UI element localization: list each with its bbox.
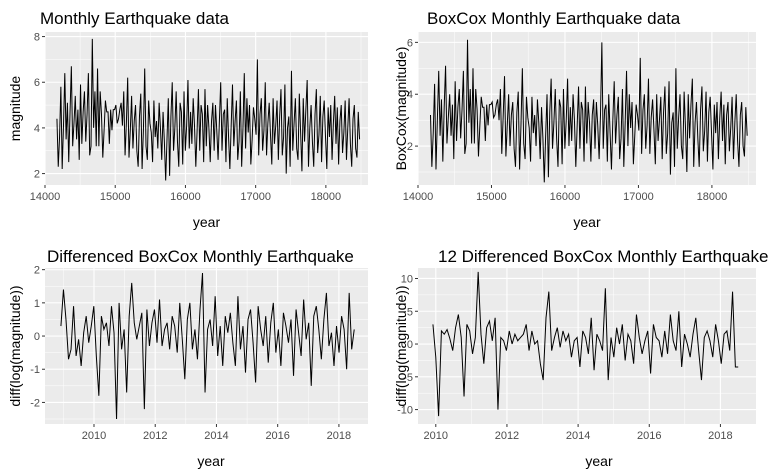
panel-title: Differenced BoxCox Monthly Earthquake bbox=[47, 247, 354, 266]
tick-labels: 2010 2012 2014 2016 2018 -2 -1 0 1 2 bbox=[30, 265, 351, 442]
y-tick-label: 2 bbox=[407, 141, 413, 153]
y-tick-label: 8 bbox=[34, 32, 40, 44]
x-tick-label: 2012 bbox=[143, 430, 167, 442]
series-line bbox=[56, 38, 361, 181]
y-tick-label: 4 bbox=[407, 89, 413, 101]
x-tick-label: 2018 bbox=[708, 430, 732, 442]
series-line bbox=[429, 39, 748, 183]
x-tick-label: 16000 bbox=[550, 191, 581, 203]
tick-labels: 2010 2012 2014 2016 2018 -10 -5 0 5 10 bbox=[397, 273, 733, 442]
x-tick-label: 2010 bbox=[82, 430, 106, 442]
panel-title: Monthly Earthquake data bbox=[40, 9, 230, 28]
series-line bbox=[60, 272, 355, 420]
x-axis-label: year bbox=[193, 214, 221, 230]
x-tick-label: 2018 bbox=[327, 430, 351, 442]
panel-title: BoxCox Monthly Earthquake data bbox=[427, 9, 681, 28]
x-tick-label: 14000 bbox=[30, 191, 61, 203]
x-tick-label: 14000 bbox=[403, 191, 434, 203]
y-tick-label: 6 bbox=[34, 77, 40, 89]
panel-title: 12 Differenced BoxCox Monthly Earthquake bbox=[438, 247, 768, 266]
y-tick-label: -5 bbox=[403, 372, 413, 384]
y-tick-label: 5 bbox=[407, 306, 413, 318]
panel-monthly-earthquake: Monthly Earthquake data 14000 15000 16000 1… bbox=[7, 9, 368, 230]
x-tick-label: 17000 bbox=[240, 191, 271, 203]
y-axis-label: diff(log(magnitude)) bbox=[393, 285, 409, 406]
y-axis-label: BoxCox(magnitude) bbox=[393, 47, 409, 171]
y-tick-label: 0 bbox=[34, 331, 40, 343]
x-tick-label: 18000 bbox=[697, 191, 728, 203]
tick-labels: 14000 15000 16000 17000 18000 2 4 6 bbox=[403, 37, 728, 203]
x-tick-label: 2010 bbox=[424, 430, 448, 442]
x-tick-label: 2016 bbox=[265, 430, 289, 442]
x-tick-label: 18000 bbox=[311, 191, 342, 203]
y-tick-label: 2 bbox=[34, 169, 40, 181]
y-tick-label: -1 bbox=[30, 364, 40, 376]
panel-12-differenced-boxcox: 12 Differenced BoxCox Monthly Earthquake… bbox=[393, 247, 768, 469]
y-tick-label: 4 bbox=[34, 123, 40, 135]
y-tick-label: 2 bbox=[34, 265, 40, 277]
x-tick-label: 16000 bbox=[170, 191, 201, 203]
y-axis-label: diff(log(magnitude)) bbox=[7, 285, 23, 406]
x-axis-label: year bbox=[573, 214, 601, 230]
y-tick-label: 6 bbox=[407, 37, 413, 49]
panel-boxcox-earthquake: BoxCox Monthly Earthquake data 14000 1500… bbox=[393, 9, 756, 230]
grid-lines bbox=[418, 268, 756, 424]
x-axis-label: year bbox=[197, 453, 225, 469]
y-tick-label: 1 bbox=[34, 298, 40, 310]
x-tick-label: 2014 bbox=[566, 430, 590, 442]
x-axis-label: year bbox=[585, 453, 613, 469]
x-tick-label: 2016 bbox=[637, 430, 661, 442]
y-tick-label: 10 bbox=[401, 273, 413, 285]
y-tick-label: -2 bbox=[30, 397, 40, 409]
y-tick-label: 0 bbox=[407, 339, 413, 351]
x-tick-label: 2014 bbox=[204, 430, 228, 442]
series-line bbox=[432, 271, 739, 417]
panel-differenced-boxcox: Differenced BoxCox Monthly Earthquake 20… bbox=[7, 247, 368, 469]
x-tick-label: 2012 bbox=[495, 430, 519, 442]
x-tick-label: 15000 bbox=[476, 191, 507, 203]
tick-labels: 14000 15000 16000 17000 18000 2 4 6 8 bbox=[30, 32, 341, 203]
y-axis-label: magnitude bbox=[7, 76, 23, 142]
y-tick-label: -10 bbox=[397, 405, 413, 417]
x-tick-label: 15000 bbox=[100, 191, 131, 203]
x-tick-label: 17000 bbox=[623, 191, 654, 203]
